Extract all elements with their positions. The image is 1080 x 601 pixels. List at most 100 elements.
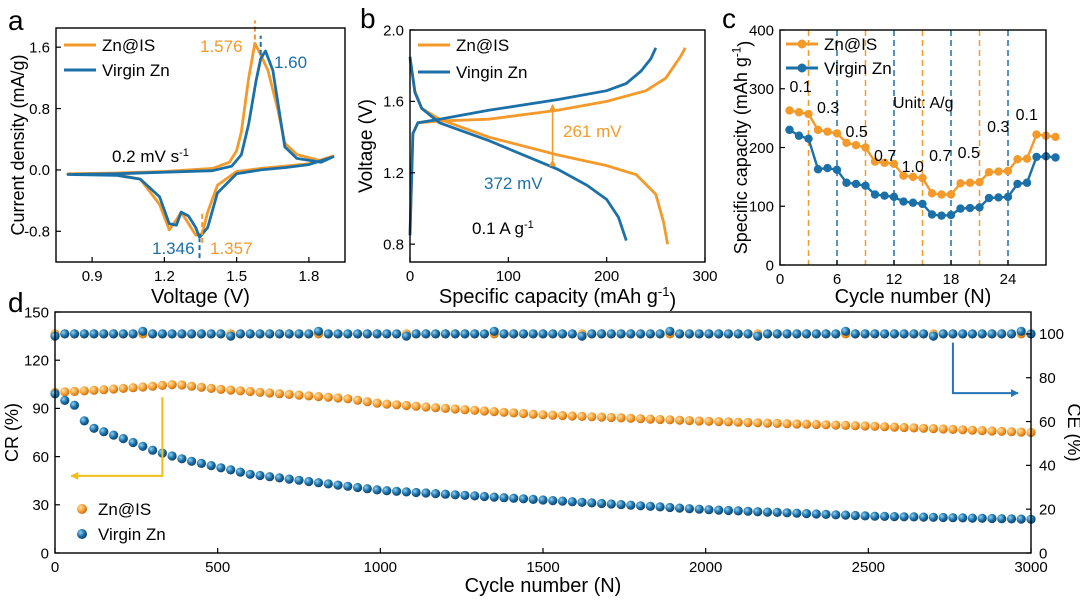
cr-point-0: [226, 385, 236, 395]
panel-d-xlabel: Cycle number (N): [465, 575, 622, 597]
panel-label-b: b: [360, 3, 376, 34]
cr-point-0: [470, 405, 480, 415]
c-ytick-label: 400: [749, 22, 774, 39]
cr-point-0: [665, 415, 675, 425]
cr-point-0: [401, 400, 411, 411]
rate-point-0-28: [1051, 132, 1060, 142]
rate-point-0-11: [889, 159, 899, 169]
ce-point-1: [694, 329, 704, 339]
rate-point-1-14: [918, 199, 927, 209]
d-ytick-label: 60: [32, 449, 49, 466]
ce-point-1: [528, 329, 538, 339]
legend-a-zn-is-label: Zn@IS: [102, 36, 155, 55]
ce-point-1: [841, 326, 851, 336]
cr-point-1: [762, 507, 773, 517]
rate-point-0-13: [908, 172, 918, 182]
cr-point-0: [489, 407, 499, 417]
cr-point-0: [265, 388, 275, 398]
cr-point-0: [274, 389, 285, 399]
cr-point-0: [362, 397, 372, 407]
cr-point-1: [304, 476, 314, 487]
cr-point-0: [235, 386, 245, 396]
a-ytick-label: 0.0: [29, 162, 50, 179]
cr-point-0: [187, 381, 197, 391]
cr-point-1: [509, 493, 519, 503]
cr-point-0: [333, 393, 343, 403]
ce-point-1: [489, 326, 499, 336]
ce-point-1: [79, 329, 89, 339]
cr-point-0: [499, 407, 509, 417]
cr-point-0: [479, 406, 489, 416]
rate-point-1-25: [1022, 178, 1032, 187]
ce-point-1: [762, 329, 773, 339]
cr-point-0: [919, 423, 929, 433]
cr-point-0: [626, 413, 636, 423]
d-ytick-label: 150: [24, 304, 49, 321]
cr-point-1: [928, 512, 939, 522]
rate-point-1-19: [965, 203, 975, 213]
a-xtick-label: 1.5: [226, 268, 247, 285]
ce-point-1: [284, 329, 294, 339]
c-xtick-label: 18: [943, 271, 960, 288]
cr-point-0: [313, 392, 324, 402]
ce-point-1: [557, 329, 568, 339]
rate-point-1-0: [785, 125, 794, 135]
cr-point-1: [977, 513, 987, 523]
rate-point-1-2: [804, 134, 813, 143]
d-y2tick-label: 100: [1039, 326, 1064, 343]
cr-point-1: [479, 491, 489, 502]
legend-c-zn-is-marker: [797, 39, 807, 49]
ce-point-1: [148, 329, 158, 339]
cr-point-1: [645, 501, 656, 511]
cr-point-1: [880, 511, 890, 521]
cr-point-0: [372, 398, 382, 408]
panel-c-xlabel: Cycle number (N): [835, 286, 992, 308]
legend-d-zn-is-marker: [77, 504, 87, 514]
legend-b-zn-is-label: Zn@IS: [456, 36, 509, 55]
rate-point-1-11: [889, 192, 899, 202]
cr-point-1: [792, 508, 802, 518]
a-ytick-label: 1.6: [29, 39, 50, 56]
cr-point-1: [899, 512, 909, 522]
cr-point-0: [294, 390, 304, 400]
ce-point-1: [167, 329, 177, 339]
cr-point-1: [967, 513, 978, 523]
cr-point-1: [587, 498, 597, 508]
cr-point-0: [206, 383, 216, 393]
rate-point-1-1: [794, 131, 804, 140]
panel-label-d: d: [8, 287, 24, 318]
ce-point-1: [899, 329, 909, 339]
rate-point-0-23: [1003, 166, 1013, 176]
panel-c-ylabel: Specific capacity (mAh g-1): [731, 41, 755, 254]
ce-point-1: [704, 329, 714, 339]
cr-point-1: [362, 484, 372, 494]
cr-point-0: [841, 420, 851, 430]
cr-point-1: [333, 480, 343, 490]
cr-point-0: [196, 382, 206, 392]
legend-a-virgin-label: Virgin Zn: [102, 61, 170, 80]
rate-label-8: 0.1: [1016, 107, 1038, 124]
rate-point-1-3: [813, 165, 823, 174]
cr-point-1: [626, 500, 636, 510]
ce-point-1: [440, 329, 450, 339]
ce-point-1: [411, 329, 421, 339]
ce-point-1: [967, 329, 978, 339]
overpotential-label-virgin: 372 mV: [484, 174, 543, 193]
d-y2tick-label: 0: [1039, 545, 1047, 562]
cr-point-1: [870, 511, 880, 521]
rate-point-0-7: [851, 140, 861, 150]
cr-point-1: [1006, 514, 1017, 524]
ce-point-1: [909, 329, 919, 339]
ce-point-1: [626, 329, 636, 339]
rate-label-0: 0.1: [790, 79, 812, 96]
d-y2tick-label: 60: [1039, 414, 1056, 431]
cr-point-0: [948, 424, 958, 434]
legend-d-virgin-marker: [77, 529, 87, 539]
rate-point-1-17: [946, 210, 956, 220]
cr-point-0: [723, 417, 734, 427]
ce-point-1: [636, 329, 646, 339]
cr-point-0: [675, 415, 685, 425]
peak-label-red-zn-is: 1.357: [210, 239, 253, 258]
cr-point-1: [235, 467, 245, 477]
b-ytick-label: 1.6: [383, 94, 404, 111]
